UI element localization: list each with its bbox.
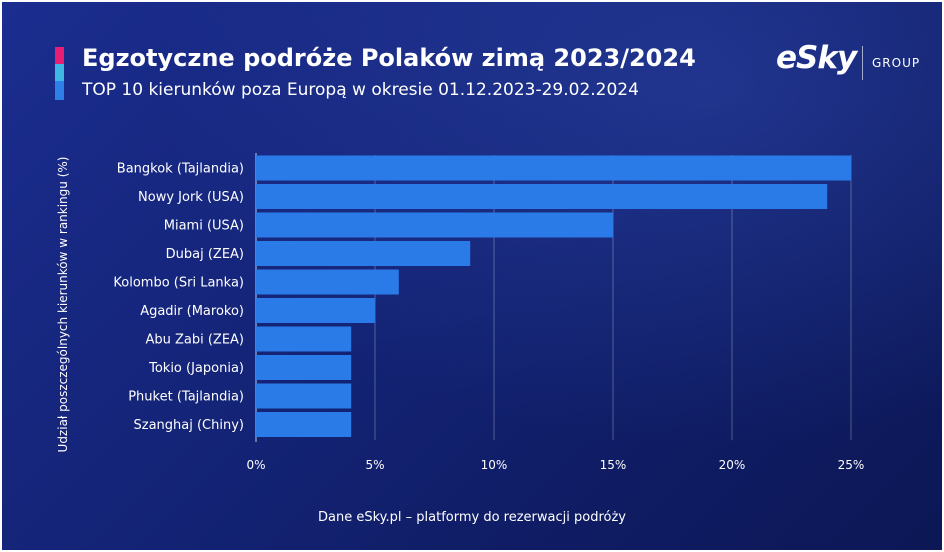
accent-bar-cyan bbox=[55, 64, 64, 81]
x-tick-label: 20% bbox=[719, 458, 746, 472]
chart-title: Egzotyczne podróże Polaków zimą 2023/202… bbox=[82, 44, 696, 72]
source-note: Dane eSky.pl – platformy do rezerwacji p… bbox=[318, 510, 626, 525]
category-label: Miami (USA) bbox=[164, 219, 244, 234]
y-axis-label: Udział poszczególnych kierunków w rankin… bbox=[56, 157, 70, 453]
category-label: Bangkok (Tajlandia) bbox=[117, 162, 244, 177]
category-label: Dubaj (ZEA) bbox=[166, 247, 244, 262]
category-label: Szanghaj (Chiny) bbox=[134, 418, 245, 433]
category-label: Kolombo (Sri Lanka) bbox=[113, 276, 244, 291]
bar bbox=[256, 241, 471, 266]
bar bbox=[256, 326, 352, 352]
category-label: Phuket (Tajlandia) bbox=[128, 390, 244, 405]
category-label: Tokio (Japonia) bbox=[148, 361, 244, 376]
x-tick-label: 15% bbox=[600, 458, 627, 472]
category-label: Nowy Jork (USA) bbox=[138, 190, 244, 205]
bar bbox=[256, 383, 352, 409]
accent-bar-pink bbox=[55, 47, 64, 64]
x-tick-label: 25% bbox=[838, 458, 865, 472]
x-tick-label: 0% bbox=[246, 458, 265, 472]
accent-bar-blue bbox=[55, 81, 64, 100]
bar bbox=[256, 155, 851, 181]
bar bbox=[256, 355, 352, 380]
bar bbox=[256, 412, 352, 437]
esky-logo: eSky bbox=[776, 40, 857, 76]
bar bbox=[256, 184, 828, 209]
bar bbox=[256, 298, 375, 323]
logo-divider bbox=[862, 46, 863, 80]
bar bbox=[256, 269, 399, 295]
category-label: Agadir (Maroko) bbox=[140, 304, 244, 319]
bar bbox=[256, 212, 613, 238]
logo-group-label: GROUP bbox=[872, 56, 921, 70]
chart-subtitle: TOP 10 kierunków poza Europą w okresie 0… bbox=[82, 80, 639, 100]
category-label: Abu Zabi (ZEA) bbox=[145, 333, 244, 348]
x-tick-label: 10% bbox=[481, 458, 508, 472]
x-tick-label: 5% bbox=[365, 458, 384, 472]
